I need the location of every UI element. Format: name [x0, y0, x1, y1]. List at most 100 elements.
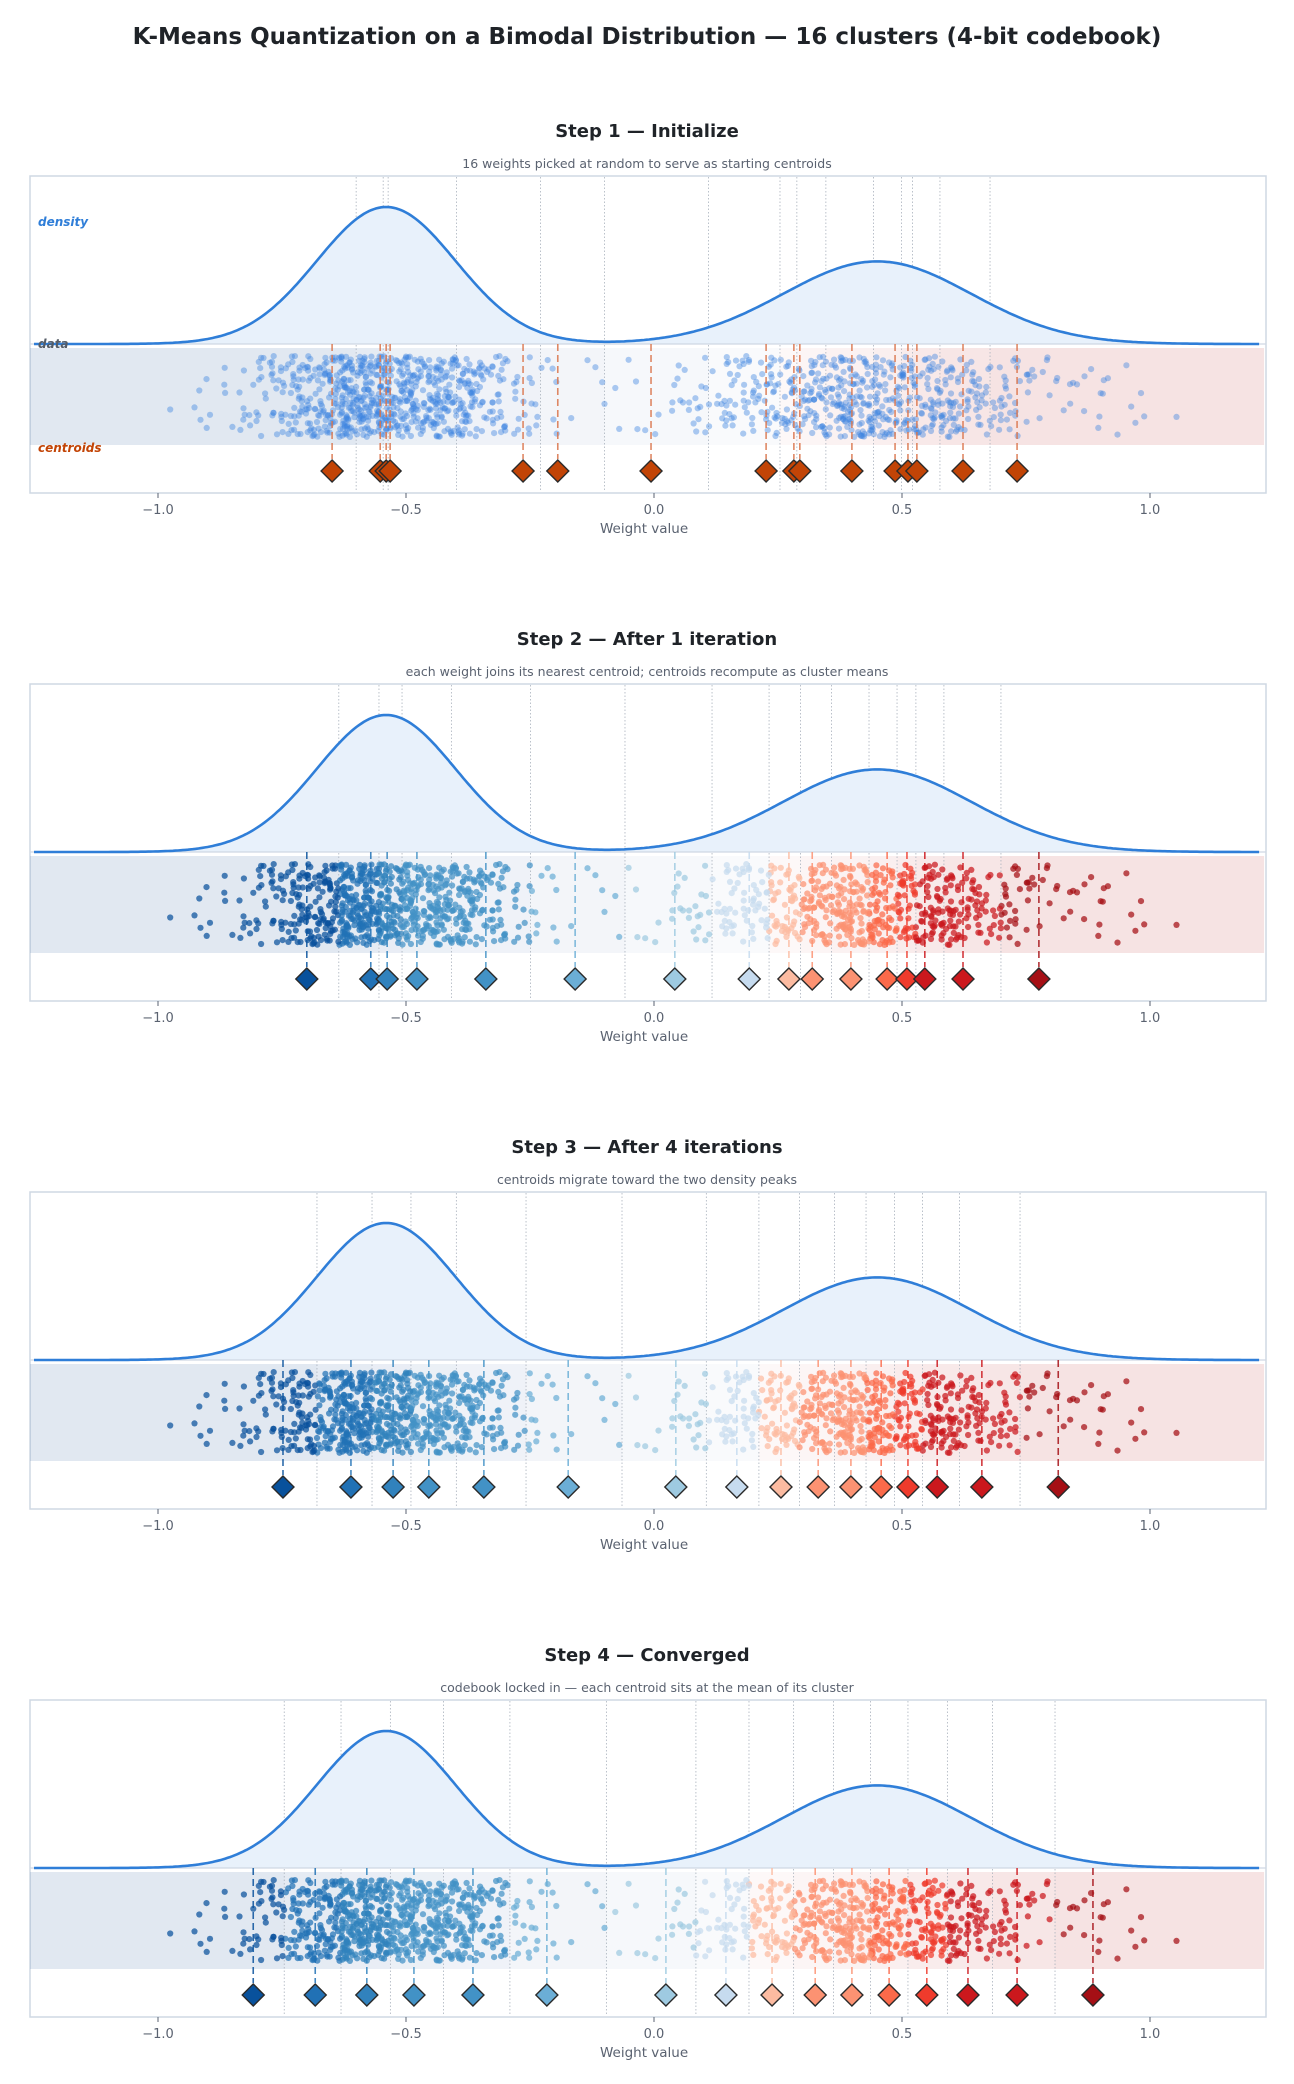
data-point: [273, 385, 280, 392]
data-point: [950, 415, 957, 422]
data-point: [848, 912, 855, 919]
data-point: [871, 409, 878, 417]
data-point: [491, 938, 498, 945]
data-point: [865, 400, 873, 407]
data-point: [888, 1424, 895, 1432]
data-point: [363, 1430, 370, 1437]
data-point: [373, 363, 380, 370]
data-point: [983, 891, 990, 898]
data-point: [367, 370, 374, 377]
data-point: [997, 1941, 1005, 1948]
cluster-band: [901, 348, 913, 445]
data-point: [460, 411, 467, 418]
data-point: [337, 877, 344, 884]
data-point: [761, 1413, 768, 1420]
data-point: [791, 1437, 799, 1445]
data-point: [823, 433, 830, 440]
data-point: [887, 374, 894, 381]
data-point: [826, 385, 833, 392]
data-point: [919, 370, 926, 377]
data-point: [298, 398, 305, 405]
data-point: [815, 878, 822, 885]
data-point: [494, 415, 501, 422]
data-point: [897, 1423, 904, 1430]
data-point: [842, 418, 849, 425]
data-point: [550, 1940, 557, 1947]
data-point: [382, 867, 389, 874]
data-point: [397, 408, 404, 415]
data-point: [871, 414, 878, 421]
data-point: [437, 366, 444, 373]
centroid-marker: [639, 459, 664, 483]
data-point: [836, 414, 843, 421]
data-point: [436, 433, 443, 440]
data-point: [763, 381, 770, 388]
data-point: [822, 358, 830, 365]
data-point: [403, 862, 410, 869]
data-point: [433, 432, 440, 439]
data-point: [777, 864, 784, 871]
data-point: [431, 1436, 438, 1443]
data-point: [316, 879, 323, 886]
data-point: [821, 429, 828, 436]
data-point: [669, 907, 676, 914]
data-point: [490, 1436, 497, 1443]
data-point: [897, 1442, 904, 1449]
data-point: [278, 417, 285, 425]
data-point: [826, 1388, 834, 1395]
data-point: [912, 416, 920, 423]
data-point: [532, 401, 539, 408]
data-point: [968, 358, 975, 365]
data-point: [360, 415, 367, 422]
data-point: [947, 399, 955, 406]
data-point: [764, 1443, 771, 1450]
data-point: [769, 1420, 776, 1427]
data-point: [721, 409, 728, 416]
density-curve: [34, 1221, 1260, 1362]
data-point: [443, 1404, 450, 1412]
data-point: [340, 417, 347, 424]
data-point: [361, 359, 368, 366]
data-point: [950, 1437, 957, 1444]
data-point: [723, 417, 730, 424]
data-point: [750, 1443, 757, 1450]
data-point: [326, 1410, 333, 1417]
data-point: [466, 1383, 474, 1390]
data-point: [466, 1446, 473, 1453]
data-point: [365, 417, 372, 424]
data-point: [255, 412, 262, 419]
data-point: [358, 367, 365, 374]
data-point: [415, 374, 422, 381]
data-point: [853, 1409, 861, 1416]
data-point: [846, 395, 853, 402]
data-point: [445, 407, 452, 414]
data-point: [383, 1433, 391, 1440]
data-point: [1123, 870, 1130, 877]
centroid-marker: [375, 967, 400, 991]
data-point: [953, 936, 960, 943]
data-point: [721, 1413, 728, 1420]
data-point: [771, 357, 778, 364]
data-point: [448, 431, 455, 438]
data-point: [970, 1385, 977, 1392]
data-point: [831, 864, 838, 871]
data-point: [501, 422, 509, 429]
data-point: [822, 431, 829, 438]
data-point: [452, 393, 459, 400]
data-point: [321, 1377, 328, 1384]
data-point: [826, 1440, 833, 1447]
data-point: [879, 1927, 886, 1934]
data-point: [864, 1386, 871, 1394]
data-point: [341, 384, 349, 391]
data-point: [348, 870, 355, 877]
centroid-marker: [737, 967, 762, 991]
data-point: [451, 906, 458, 913]
data-point: [924, 882, 931, 890]
data-point: [867, 415, 874, 422]
data-point: [469, 386, 476, 393]
data-point: [360, 411, 367, 418]
data-point: [353, 904, 360, 911]
data-point: [346, 359, 353, 366]
data-point: [1173, 1429, 1180, 1436]
centroid-marker: [663, 1475, 688, 1499]
